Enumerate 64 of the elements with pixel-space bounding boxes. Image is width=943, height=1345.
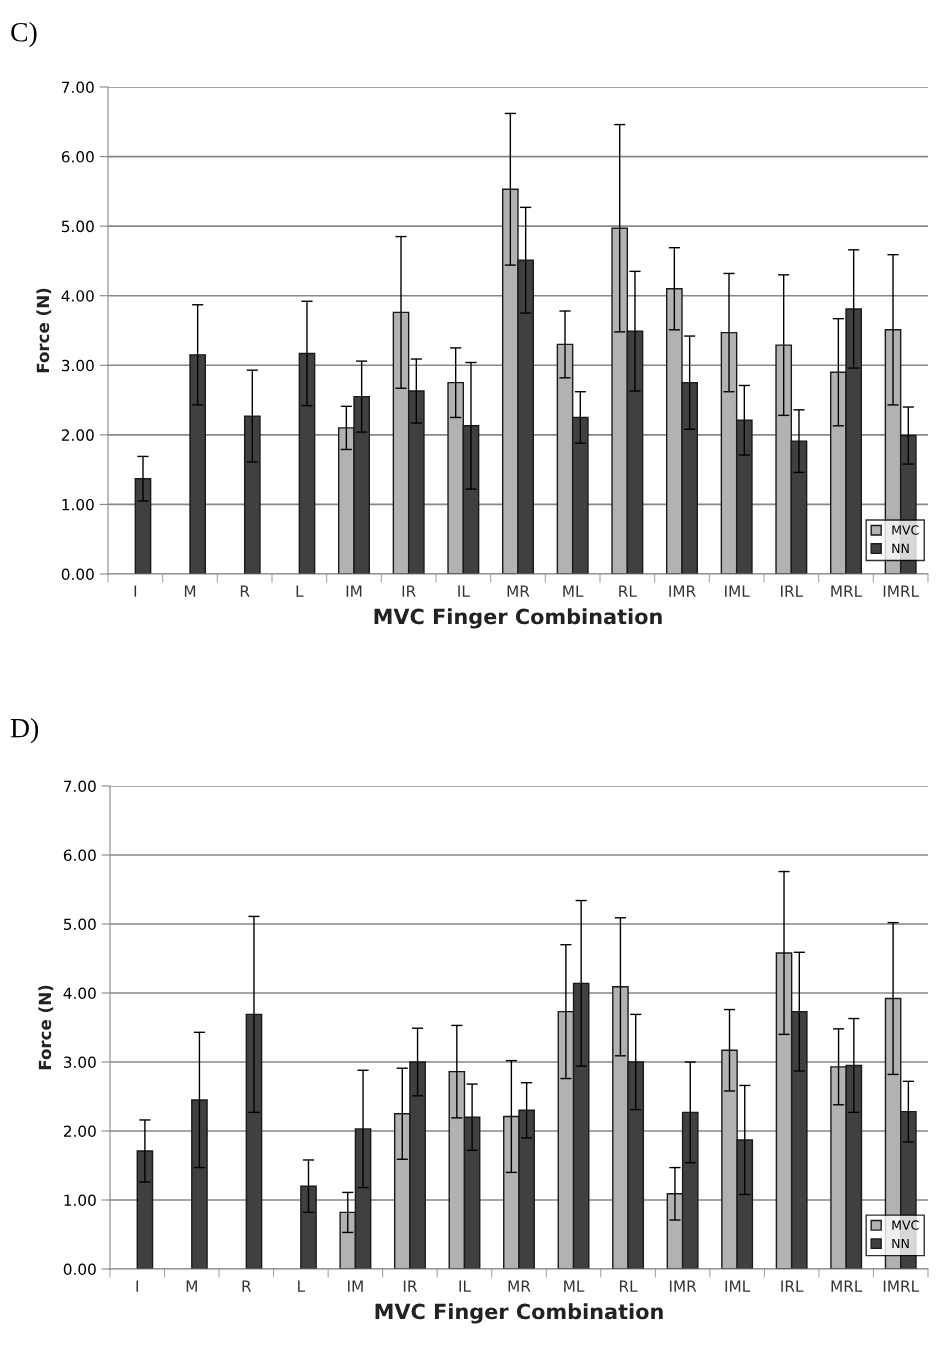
x-tick-label: IL bbox=[459, 1280, 471, 1292]
y-tick-label: 4.00 bbox=[61, 290, 94, 302]
x-tick-label: IM bbox=[346, 585, 362, 597]
bar bbox=[245, 1013, 263, 1269]
y-tick-label: 6.00 bbox=[63, 849, 96, 862]
x-tick-label: IMRL bbox=[883, 1280, 920, 1292]
x-axis-title: MVC Finger Combination bbox=[375, 1303, 663, 1324]
x-tick-label: L bbox=[298, 1280, 306, 1292]
legend-label: MVC bbox=[892, 1220, 919, 1230]
x-tick-label: MR bbox=[508, 1280, 531, 1292]
x-tick-label: MR bbox=[507, 585, 530, 597]
y-tick-label: 1.00 bbox=[64, 1194, 96, 1207]
x-tick-label: IRL bbox=[781, 585, 804, 597]
chart-title: C) bbox=[11, 22, 37, 48]
x-tick-label: IM bbox=[348, 1280, 363, 1292]
x-tick-label: IR bbox=[402, 585, 416, 597]
bar bbox=[300, 1185, 317, 1269]
bar bbox=[298, 352, 316, 574]
y-tick-label: 7.00 bbox=[62, 81, 94, 94]
legend-label: NN bbox=[892, 543, 909, 553]
legend-label: MVC bbox=[892, 525, 919, 535]
bar bbox=[136, 1150, 154, 1269]
x-tick-label: M bbox=[186, 1280, 197, 1292]
x-tick-label: I bbox=[134, 585, 137, 597]
x-tick-label: IRL bbox=[781, 1280, 804, 1292]
bar bbox=[191, 1099, 208, 1269]
x-tick-label: IML bbox=[725, 1280, 751, 1292]
y-tick-label: 3.00 bbox=[63, 1056, 96, 1069]
bar bbox=[243, 415, 261, 574]
x-tick-label: ML bbox=[564, 1280, 585, 1292]
chart-title: D) bbox=[10, 718, 39, 744]
x-tick-label: IR bbox=[403, 1280, 418, 1292]
y-tick-label: 3.00 bbox=[61, 359, 94, 372]
y-tick-label: 5.00 bbox=[61, 220, 94, 233]
x-tick-label: IML bbox=[725, 585, 750, 597]
x-tick-label: IMR bbox=[669, 585, 696, 597]
x-tick-label: M bbox=[184, 585, 196, 597]
y-axis-title: Force (N) bbox=[36, 288, 52, 373]
x-tick-label: IL bbox=[458, 585, 470, 597]
x-tick-label: IMR bbox=[669, 1280, 697, 1292]
x-tick-label: L bbox=[296, 585, 304, 597]
y-axis-title: Force (N) bbox=[38, 985, 54, 1070]
y-tick-label: 7.00 bbox=[64, 780, 96, 793]
x-tick-label: ML bbox=[563, 585, 584, 597]
x-tick-label: MRL bbox=[831, 1280, 863, 1292]
x-tick-label: RL bbox=[619, 585, 637, 597]
x-axis-title: MVC Finger Combination bbox=[374, 608, 662, 629]
x-tick-label: I bbox=[136, 1280, 139, 1292]
x-tick-label: MRL bbox=[831, 585, 863, 597]
y-tick-label: 2.00 bbox=[63, 1125, 96, 1138]
y-tick-label: 2.00 bbox=[61, 429, 94, 441]
x-tick-label: IMRL bbox=[883, 585, 919, 597]
y-tick-label: 4.00 bbox=[63, 987, 96, 1000]
legend-label: NN bbox=[892, 1238, 909, 1248]
x-tick-label: R bbox=[240, 585, 250, 597]
y-tick-label: 0.00 bbox=[61, 568, 94, 581]
bar bbox=[134, 477, 152, 574]
y-tick-label: 6.00 bbox=[61, 151, 94, 163]
x-tick-label: R bbox=[242, 1280, 252, 1292]
y-tick-label: 0.00 bbox=[63, 1263, 96, 1276]
bar bbox=[189, 354, 207, 574]
y-tick-label: 1.00 bbox=[62, 498, 94, 511]
x-tick-label: RL bbox=[620, 1280, 638, 1292]
y-tick-label: 5.00 bbox=[63, 918, 96, 931]
